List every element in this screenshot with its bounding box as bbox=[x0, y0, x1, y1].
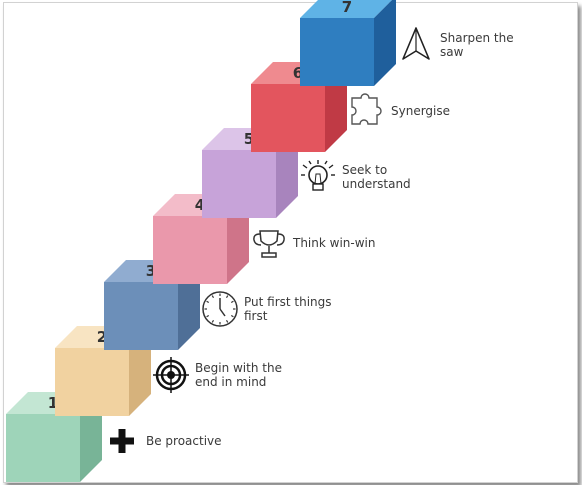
puzzle-icon bbox=[351, 93, 382, 125]
step-front-face bbox=[6, 414, 80, 482]
step-label-line: understand bbox=[342, 177, 411, 191]
step-number: 3 bbox=[146, 262, 156, 280]
plus-icon bbox=[110, 429, 134, 453]
step-top-face bbox=[300, 0, 392, 18]
step-label-line: Put first things bbox=[244, 295, 332, 309]
compass-icon bbox=[402, 27, 430, 60]
clock-icon bbox=[202, 291, 238, 327]
target-icon bbox=[153, 357, 189, 393]
step-front-face bbox=[104, 282, 178, 350]
step-label-line: Begin with the bbox=[195, 361, 282, 375]
step-number: 7 bbox=[342, 0, 352, 16]
step-number: 5 bbox=[244, 130, 254, 148]
step-front-face bbox=[153, 216, 227, 284]
step-number: 2 bbox=[97, 328, 107, 346]
trophy-icon bbox=[253, 230, 285, 258]
step-front-face bbox=[251, 84, 325, 152]
step-front-face bbox=[55, 348, 129, 416]
step-number: 6 bbox=[293, 64, 303, 82]
step-label-line: first bbox=[244, 309, 268, 323]
step-number: 1 bbox=[48, 394, 58, 412]
lightbulb-icon bbox=[301, 160, 335, 191]
step-label-line: Synergise bbox=[391, 104, 450, 118]
step-label-line: end in mind bbox=[195, 375, 266, 389]
step-label-line: Sharpen the bbox=[440, 31, 514, 45]
step-side-face bbox=[374, 0, 396, 86]
step-label-line: Think win-win bbox=[292, 236, 375, 250]
step-label-line: saw bbox=[440, 45, 464, 59]
step-front-face bbox=[202, 150, 276, 218]
step-label-line: Seek to bbox=[342, 163, 387, 177]
step-front-face bbox=[300, 18, 374, 86]
step-label-line: Be proactive bbox=[146, 434, 222, 448]
step-number: 4 bbox=[195, 196, 205, 214]
